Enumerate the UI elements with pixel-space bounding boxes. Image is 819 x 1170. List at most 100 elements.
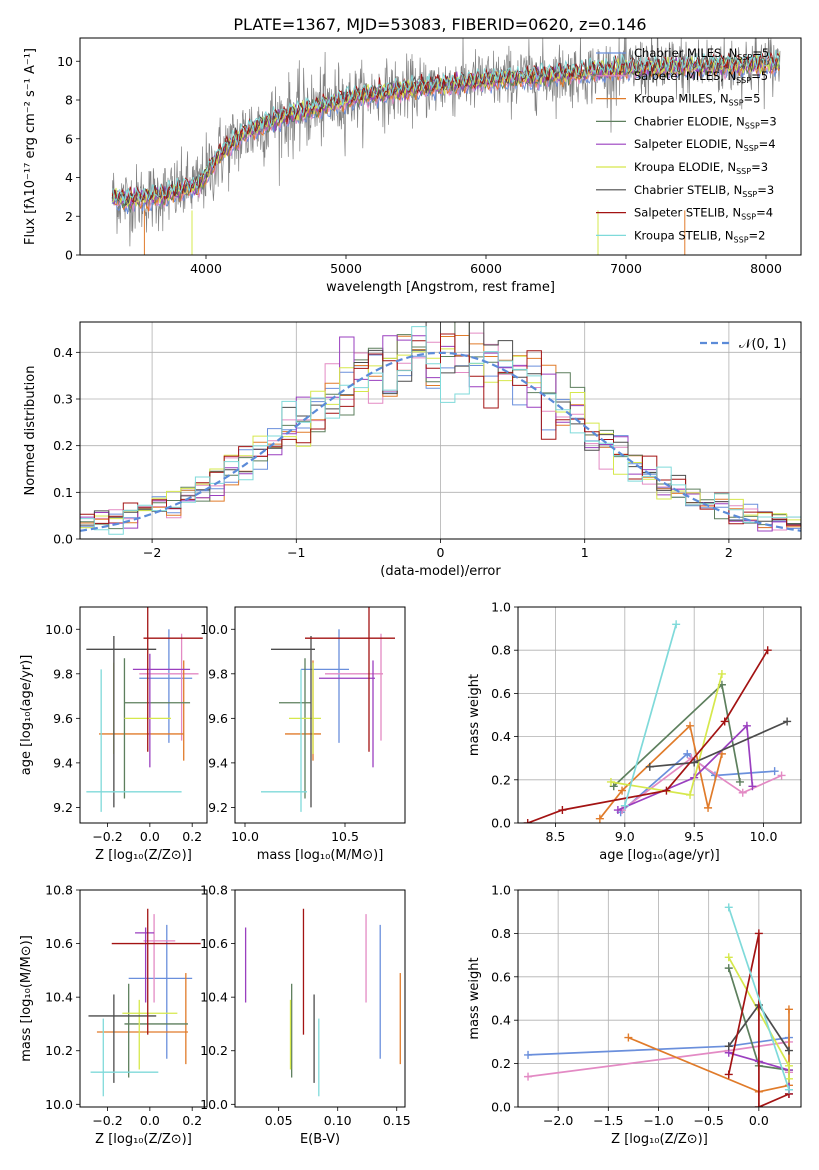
y-tick-label: 0.6 — [491, 686, 511, 701]
legend-text: =2 — [749, 228, 766, 242]
x-tick-label: 4000 — [190, 261, 222, 276]
y-tick-label: 0 — [65, 248, 73, 263]
legend-entry: Kroupa MILES, NSSP=5 — [634, 92, 760, 108]
age_vs_Z-frame — [79, 606, 208, 824]
y-axis-label: Normed distribution — [23, 366, 38, 496]
y-tick-label: 0.0 — [53, 532, 73, 547]
weight-point-chabrier_stelib — [783, 717, 792, 726]
histogram-plot-area — [80, 322, 801, 535]
y-tick-label: 9.2 — [53, 800, 73, 815]
weight_vs_Z-axes: −2.0 −1.5 −1.0 −0.5 0.0 0.0 0.2 0.4 0.6 0.8 1.0 Z [… — [467, 883, 801, 1147]
weight-point-kroupa_stelib — [784, 1085, 793, 1094]
figure-title: PLATE=1367, MJD=53083, FIBERID=0620, z=0… — [233, 15, 646, 34]
weight-point-kroupa_elodie — [717, 669, 726, 678]
weight-point-salpeter_stelib — [754, 929, 763, 938]
y-tick-label: 4 — [65, 170, 73, 185]
weight-point-salpeter_stelib — [724, 1070, 733, 1079]
weight-point-salpeter_stelib — [763, 646, 772, 655]
y-tick-label: 0.2 — [491, 772, 511, 787]
x-tick-label: 10.5 — [331, 829, 359, 844]
mass_vs_Z-axes: −0.2 0.0 0.2 10.0 10.2 10.4 10.6 10.8 Z [log₁₀(Z… — [19, 883, 202, 1148]
weight-point-kroupa_stelib — [620, 801, 629, 810]
y-tick-label: 9.6 — [208, 711, 228, 726]
weight-point-salpeter_stelib — [558, 806, 567, 815]
histogram-step-kroupa_stelib — [80, 326, 801, 535]
y-tick-label: 9.6 — [53, 711, 73, 726]
legend-entry: Salpeter STELIB, NSSP=4 — [634, 206, 773, 222]
legend-subscript: SSP — [736, 76, 751, 85]
x-axis-label: (data-model)/error — [380, 564, 501, 579]
weight-line-kroupa_stelib — [727, 907, 790, 1090]
spectrum-plot-area — [111, 38, 781, 255]
legend-entry: 𝒩(0, 1) — [739, 337, 786, 352]
weight-point-salpeter_elodie — [613, 806, 622, 815]
legend-text: Salpeter MILES, N — [634, 69, 736, 83]
legend-text: Salpeter ELODIE, N — [634, 137, 744, 151]
legend-text: =3 — [751, 160, 768, 174]
legend-text: Salpeter STELIB, N — [634, 206, 741, 220]
weight-line-kroupa_miles — [599, 724, 723, 820]
x-tick-label: 2 — [725, 545, 733, 560]
legend-entry: Kroupa ELODIE, NSSP=3 — [634, 160, 768, 176]
x-tick-label: 0.15 — [383, 1113, 411, 1128]
weight-point-kroupa_stelib — [724, 903, 733, 912]
weight-point-salpeter_elodie — [742, 721, 751, 730]
x-tick-label: 1 — [581, 545, 589, 560]
x-tick-label: 0.2 — [182, 829, 202, 844]
legend-subscript: SSP — [729, 99, 744, 108]
y-tick-label: 9.8 — [53, 666, 73, 681]
legend-entry: Kroupa STELIB, NSSP=2 — [634, 228, 765, 244]
weight-line-salpeter_stelib — [727, 933, 790, 1107]
legend-text: Chabrier MILES, N — [634, 46, 737, 60]
legend-text: =5 — [752, 46, 769, 60]
legend-subscript: SSP — [744, 144, 759, 153]
x-tick-label: −1 — [287, 545, 305, 560]
y-tick-label: 10.0 — [45, 622, 73, 637]
legend-text: =5 — [744, 92, 761, 106]
weight-point-kroupa_miles — [784, 1005, 793, 1014]
mass_vs_Z-frame — [79, 889, 208, 1108]
x-tick-label: 6000 — [470, 261, 502, 276]
y-tick-label: 0.3 — [53, 392, 73, 407]
weight-point-kroupa_miles — [704, 803, 713, 812]
legend-text: =5 — [751, 69, 768, 83]
y-tick-label: 10.4 — [200, 990, 228, 1005]
weight-point-chabrier_miles — [683, 749, 692, 758]
legend-text: Kroupa MILES, N — [634, 92, 729, 106]
x-tick-label: 9.5 — [684, 829, 704, 844]
legend-text: =4 — [759, 137, 776, 151]
y-tick-label: 0.8 — [491, 643, 511, 658]
weight-point-kroupa_miles — [618, 786, 627, 795]
legend-text: Kroupa STELIB, N — [634, 228, 734, 242]
weight-point-salpeter_miles — [777, 771, 786, 780]
x-tick-label: 0.0 — [140, 829, 160, 844]
y-tick-label: 0.2 — [491, 1056, 511, 1071]
y-tick-label: 9.4 — [53, 755, 73, 770]
legend-entry: Salpeter MILES, NSSP=5 — [634, 69, 768, 85]
y-tick-label: 0.1 — [53, 485, 73, 500]
y-tick-label: 0.2 — [53, 438, 73, 453]
weight-point-salpeter_elodie — [748, 782, 757, 791]
weight-point-kroupa_miles — [624, 1033, 633, 1042]
y-tick-label: 10.0 — [45, 1097, 73, 1112]
y-axis-label: Flux [fλ10⁻¹⁷ erg cm⁻² s⁻¹ A⁻¹] — [23, 48, 38, 245]
legend-subscript: SSP — [737, 53, 752, 62]
x-tick-label: −2.0 — [543, 1113, 573, 1128]
y-tick-label: 1.0 — [491, 600, 511, 615]
weight-point-kroupa_elodie — [724, 953, 733, 962]
legend-text: =3 — [760, 114, 777, 128]
legend-subscript: SSP — [745, 121, 760, 130]
y-axis-label: mass [log₁₀(M/M⊙)] — [19, 935, 34, 1062]
x-tick-label: −2 — [143, 545, 161, 560]
x-axis-label: mass [log₁₀(M/M⊙)] — [257, 848, 384, 863]
x-axis-label: wavelength [Angstrom, rest frame] — [326, 280, 555, 295]
y-tick-label: 0.0 — [491, 1100, 511, 1115]
weight_vs_Z-plot-area — [524, 903, 793, 1107]
x-tick-label: 8.5 — [546, 829, 566, 844]
x-axis-label: age [log₁₀(age/yr)] — [599, 848, 720, 863]
x-tick-label: 0.10 — [324, 1113, 352, 1128]
weight-point-chabrier_stelib — [784, 1046, 793, 1055]
weight-point-chabrier_miles — [770, 767, 779, 776]
legend-text: Kroupa ELODIE, N — [634, 160, 736, 174]
